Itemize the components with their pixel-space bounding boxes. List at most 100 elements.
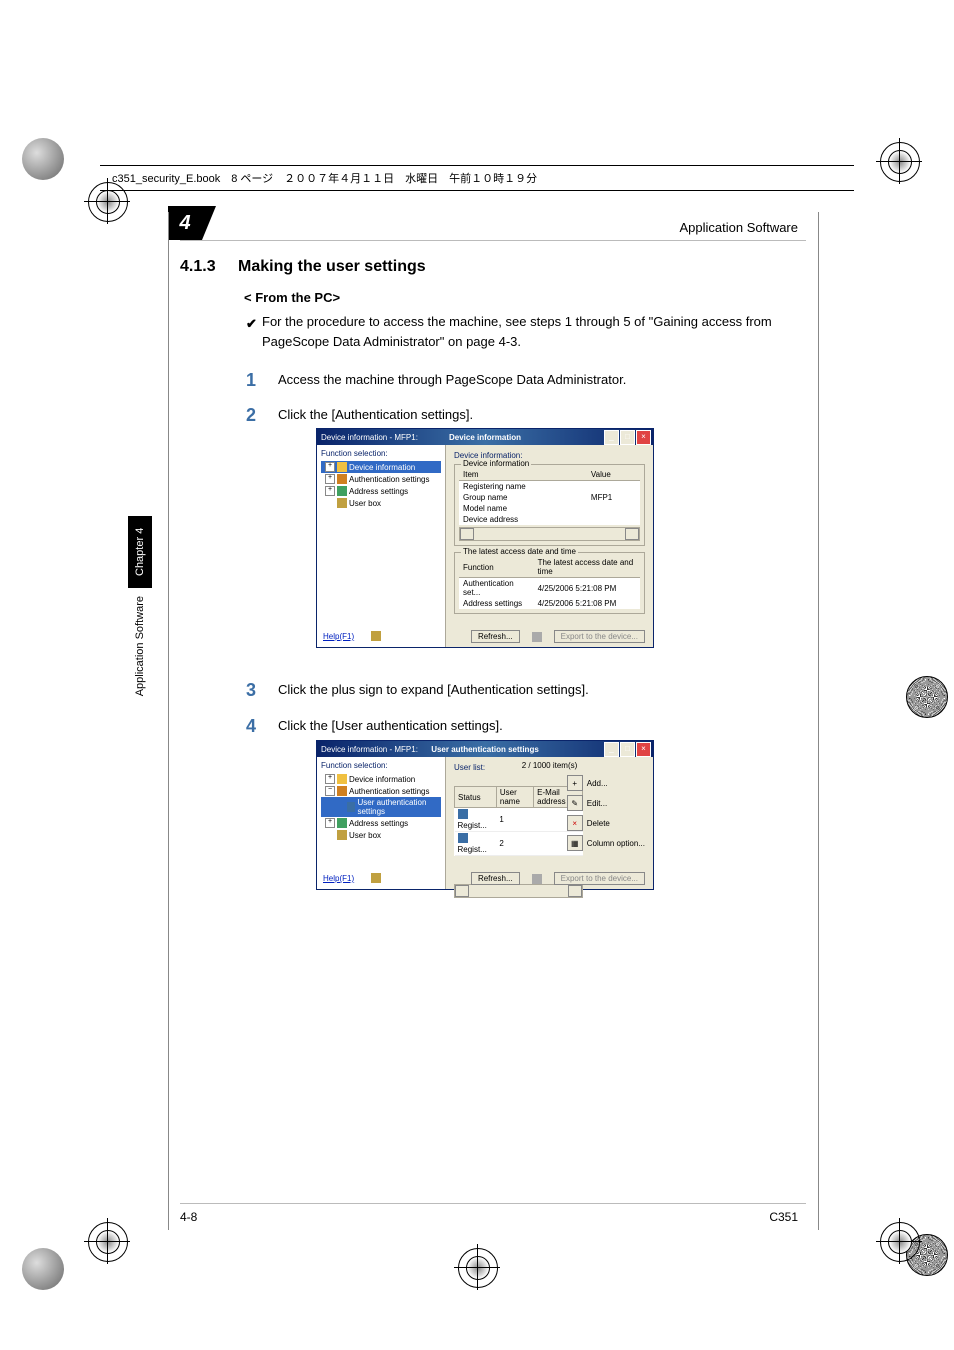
chapter-side-label: Application Software <box>134 596 146 696</box>
section-heading: 4.1.3 Making the user settings <box>180 258 426 276</box>
refresh-button[interactable]: Refresh... <box>471 872 520 885</box>
step-text: Click the [Authentication settings]. <box>278 407 473 422</box>
tree-authentication-settings[interactable]: − Authentication settings <box>321 785 441 797</box>
step-number: 1 <box>246 367 256 394</box>
model-number: C351 <box>769 1210 798 1224</box>
export-button: Export to the device... <box>554 630 645 643</box>
lock-icon <box>337 474 347 484</box>
edit-icon: ✎ <box>567 795 583 811</box>
box-icon <box>337 498 347 508</box>
expand-icon[interactable]: + <box>325 486 335 496</box>
user-icon <box>458 809 468 819</box>
step-1: 1 Access the machine through PageScope D… <box>278 370 784 390</box>
device-information-dialog: Device information - MFP1: Device inform… <box>316 428 654 648</box>
function-selection-label: Function selection: <box>321 761 441 770</box>
horizontal-scrollbar[interactable] <box>454 884 583 898</box>
expand-icon[interactable]: + <box>325 474 335 484</box>
tree-user-box[interactable]: User box <box>321 829 441 841</box>
refresh-button[interactable]: Refresh... <box>471 630 520 643</box>
tree-device-information[interactable]: + Device information <box>321 773 441 785</box>
book-metadata-line: c351_security_E.book 8 ページ ２００７年４月１１日 水曜… <box>100 165 854 191</box>
device-icon <box>532 874 542 884</box>
tree-device-information[interactable]: + Device information <box>321 461 441 473</box>
delete-button[interactable]: ×Delete <box>567 815 645 831</box>
window-title-center: User authentication settings <box>317 745 653 754</box>
function-selection-pane: Function selection: + Device information… <box>317 757 446 889</box>
step-4: 4 Click the [User authentication setting… <box>278 716 784 736</box>
section-title: Making the user settings <box>238 258 426 275</box>
step-text: Access the machine through PageScope Dat… <box>278 372 626 387</box>
help-link[interactable]: Help(F1) <box>323 632 354 641</box>
minimize-button[interactable]: _ <box>604 430 619 445</box>
note-line: ✔ For the procedure to access the machin… <box>262 312 784 351</box>
section-number: 4.1.3 <box>180 258 216 275</box>
add-button[interactable]: +Add... <box>567 775 645 791</box>
user-list-content: User list: 2 / 1000 item(s) Status User … <box>446 757 653 889</box>
crop-mark <box>876 138 922 184</box>
maximize-button[interactable]: □ <box>620 430 635 445</box>
user-icon <box>458 833 468 843</box>
step-text: Click the plus sign to expand [Authentic… <box>278 682 589 697</box>
titlebar: Device information - MFP1: Device inform… <box>317 429 653 445</box>
expand-icon[interactable]: + <box>325 774 335 784</box>
delete-icon: × <box>567 815 583 831</box>
tree-address-settings[interactable]: + Address settings <box>321 817 441 829</box>
function-selection-pane: Function selection: + Device information… <box>317 445 446 647</box>
minimize-button[interactable]: _ <box>604 742 619 757</box>
item-count: 2 / 1000 item(s) <box>522 761 578 770</box>
horizontal-scrollbar[interactable] <box>459 527 640 541</box>
registration-dot <box>22 1248 64 1290</box>
column-option-button[interactable]: ▦Column option... <box>567 835 645 851</box>
tree-authentication-settings[interactable]: + Authentication settings <box>321 473 441 485</box>
device-info-groupbox: Device information ItemValue Registering… <box>454 464 645 546</box>
close-button[interactable]: × <box>636 742 651 757</box>
address-icon <box>337 818 347 828</box>
tree-user-box[interactable]: User box <box>321 497 441 509</box>
titlebar: Device information - MFP1: User authenti… <box>317 741 653 757</box>
user-auth-settings-dialog: Device information - MFP1: User authenti… <box>316 740 654 890</box>
add-icon: + <box>567 775 583 791</box>
expand-icon[interactable]: + <box>325 462 335 472</box>
footer-rule <box>180 1203 806 1204</box>
step-2: 2 Click the [Authentication settings]. <box>278 405 784 425</box>
expand-icon[interactable]: + <box>325 818 335 828</box>
check-icon: ✔ <box>246 314 257 334</box>
export-button: Export to the device... <box>554 872 645 885</box>
chapter-side-tab: Chapter 4 <box>128 516 152 588</box>
crop-mark <box>876 1218 922 1264</box>
column-icon: ▦ <box>567 835 583 851</box>
device-info-content: Device information: Device information I… <box>446 445 653 647</box>
step-text: Click the [User authentication settings]… <box>278 718 503 733</box>
step-number: 4 <box>246 713 256 740</box>
table-row[interactable]: Regist...1 <box>455 808 583 832</box>
page-number: 4-8 <box>180 1210 197 1224</box>
subheading: < From the PC> <box>244 290 340 305</box>
collapse-icon[interactable]: − <box>325 786 335 796</box>
window-title-center: Device information <box>317 433 653 442</box>
user-icon <box>347 802 355 812</box>
edit-button[interactable]: ✎Edit... <box>567 795 645 811</box>
note-text: For the procedure to access the machine,… <box>262 314 772 349</box>
close-button[interactable]: × <box>636 430 651 445</box>
lock-icon <box>337 786 347 796</box>
user-list-table: Status User name E-Mail address Regist..… <box>454 786 583 856</box>
maximize-button[interactable]: □ <box>620 742 635 757</box>
step-number: 2 <box>246 402 256 429</box>
box-icon <box>337 830 347 840</box>
doc-icon <box>337 462 347 472</box>
table-row[interactable]: Regist...2 <box>455 832 583 856</box>
folder-icon[interactable] <box>371 873 381 883</box>
address-icon <box>337 486 347 496</box>
step-3: 3 Click the plus sign to expand [Authent… <box>278 680 784 700</box>
help-link[interactable]: Help(F1) <box>323 874 354 883</box>
function-selection-label: Function selection: <box>321 449 441 458</box>
step-number: 3 <box>246 677 256 704</box>
tree-address-settings[interactable]: + Address settings <box>321 485 441 497</box>
registration-target <box>906 676 948 718</box>
folder-icon[interactable] <box>371 631 381 641</box>
access-time-table: FunctionThe latest access date and time … <box>459 557 640 609</box>
crop-mark <box>84 1218 130 1264</box>
device-info-table: ItemValue Registering name Group nameMFP… <box>459 469 640 525</box>
doc-icon <box>337 774 347 784</box>
tree-user-authentication-settings[interactable]: User authentication settings <box>321 797 441 817</box>
